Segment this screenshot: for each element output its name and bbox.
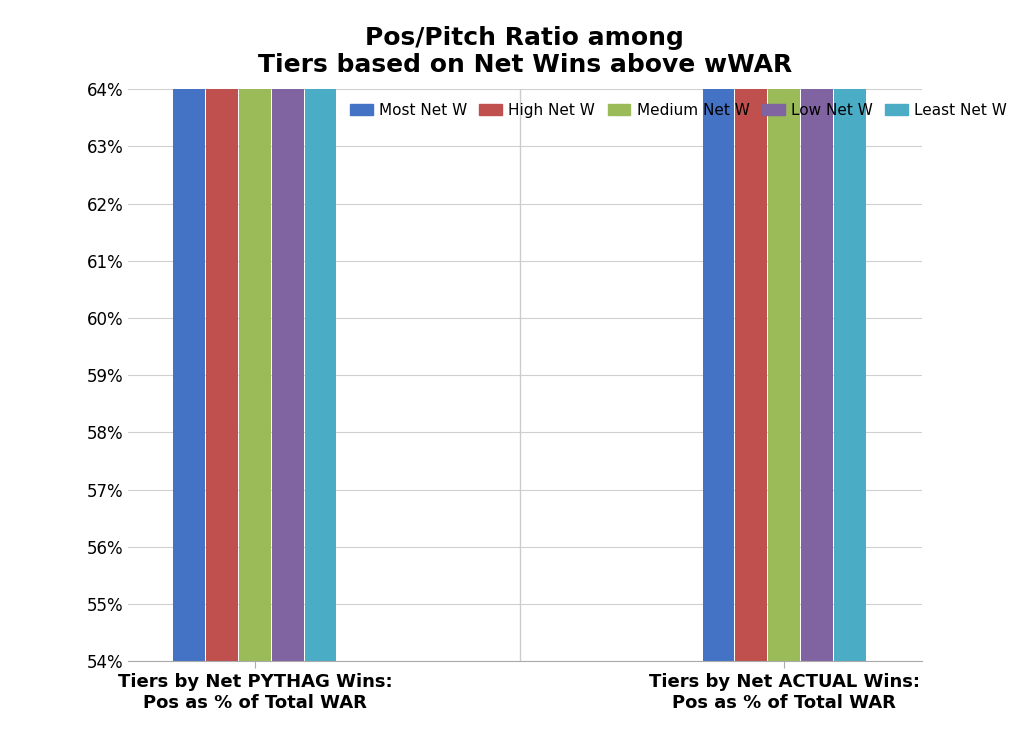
Bar (271, 0, 304, 661)
Bar (305, 0, 337, 661)
Legend: Most Net W, High Net W, Medium Net W, Low Net W, Least Net W: Most Net W, High Net W, Medium Net W, Lo… (350, 103, 1007, 117)
Bar (206, 0, 239, 661)
Bar (173, 0, 205, 661)
Bar (768, 0, 800, 661)
Bar (735, 0, 767, 661)
Bar (801, 0, 833, 661)
Bar (702, 0, 734, 661)
Bar (239, 0, 271, 661)
Title: Pos/Pitch Ratio among
Tiers based on Net Wins above wWAR: Pos/Pitch Ratio among Tiers based on Net… (258, 26, 792, 77)
Bar (834, 0, 865, 661)
